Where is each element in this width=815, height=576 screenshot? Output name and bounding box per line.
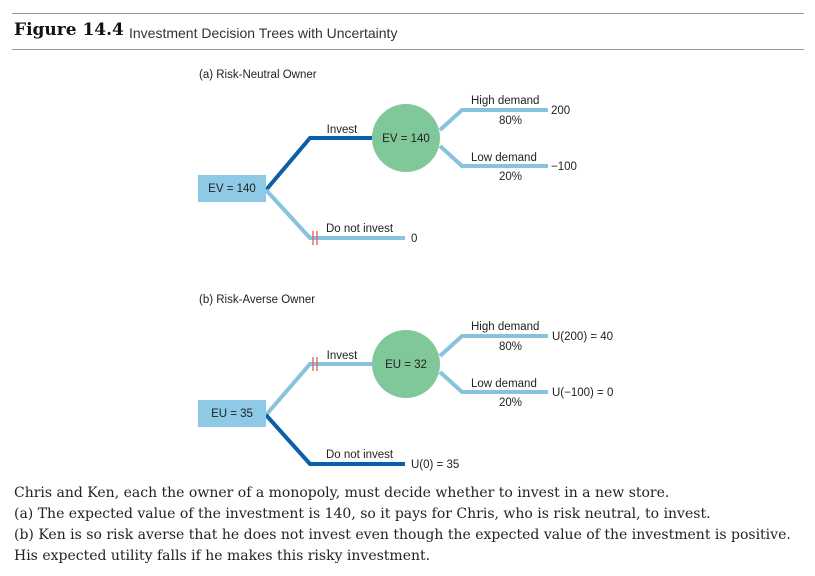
panel-a-chance-node — [372, 104, 440, 172]
top-rule — [12, 13, 804, 14]
caption-line: (b) Ken is so risk averse that he does n… — [14, 527, 791, 543]
panel-b-low-demand-payoff: U(−100) = 0 — [552, 387, 613, 399]
panel-b: (b) Risk-Averse Owner EU = 35 EU = 32 In… — [198, 294, 613, 471]
figure-label: Figure 14.4 — [14, 20, 124, 40]
panel-b-low-demand-branch — [438, 370, 548, 394]
panel-b-high-demand-prob: 80% — [499, 341, 522, 353]
panel-b-decision-value: EU = 35 — [211, 408, 253, 420]
panel-a-high-demand-prob: 80% — [499, 115, 522, 127]
panel-a-low-demand-branch — [438, 144, 548, 168]
panel-b-high-demand-branch — [438, 334, 548, 358]
panel-b-high-demand-payoff: U(200) = 40 — [552, 331, 613, 343]
panel-b-not-invest-branch — [264, 413, 405, 466]
caption-line: (a) The expected value of the investment… — [14, 506, 711, 522]
panel-a-high-demand-branch — [438, 108, 548, 132]
panel-a-low-demand-label: Low demand — [471, 152, 537, 164]
panel-b-low-demand-prob: 20% — [499, 397, 522, 409]
caption-line: His expected utility falls if he makes t… — [14, 548, 431, 564]
panel-b-chance-value: EU = 32 — [385, 359, 427, 371]
panel-b-not-invest-payoff: U(0) = 35 — [411, 459, 459, 471]
panel-a-invest-label: Invest — [327, 124, 358, 136]
panel-b-low-demand-label: Low demand — [471, 378, 537, 390]
decision-tree-diagram: (a) Risk-Neutral Owner EV = 140 EV = 140… — [198, 69, 613, 471]
panel-b-not-invest-label: Do not invest — [326, 449, 394, 461]
panel-b-heading: (b) Risk-Averse Owner — [199, 294, 315, 306]
figure-caption: Chris and Ken, each the owner of a monop… — [14, 483, 804, 567]
caption-line: Chris and Ken, each the owner of a monop… — [14, 485, 670, 501]
panel-b-decision-node — [198, 400, 266, 427]
panel-a-not-invest-branch — [264, 188, 405, 240]
panel-a-decision-value: EV = 140 — [208, 183, 256, 195]
panel-b-high-demand-label: High demand — [471, 321, 539, 333]
panel-b-pruned-marker — [312, 357, 318, 371]
figure-title: Investment Decision Trees with Uncertain… — [129, 25, 398, 41]
panel-a-not-invest-payoff: 0 — [411, 233, 417, 245]
panel-a-high-demand-label: High demand — [471, 95, 539, 107]
panel-a-pruned-marker — [312, 231, 318, 245]
panel-a-chance-value: EV = 140 — [382, 133, 430, 145]
panel-a-high-demand-payoff: 200 — [551, 105, 570, 117]
panel-b-invest-branch — [264, 362, 373, 417]
panel-a-low-demand-prob: 20% — [499, 171, 522, 183]
panel-b-invest-label: Invest — [327, 350, 358, 362]
panel-a-low-demand-payoff: −100 — [551, 161, 577, 173]
panel-a-decision-node — [198, 175, 266, 202]
panel-a-invest-branch — [264, 136, 372, 192]
title-rule — [12, 49, 804, 50]
panel-b-chance-node — [372, 330, 440, 398]
panel-a-heading: (a) Risk-Neutral Owner — [199, 69, 317, 81]
panel-a: (a) Risk-Neutral Owner EV = 140 EV = 140… — [198, 69, 577, 245]
panel-a-not-invest-label: Do not invest — [326, 223, 394, 235]
